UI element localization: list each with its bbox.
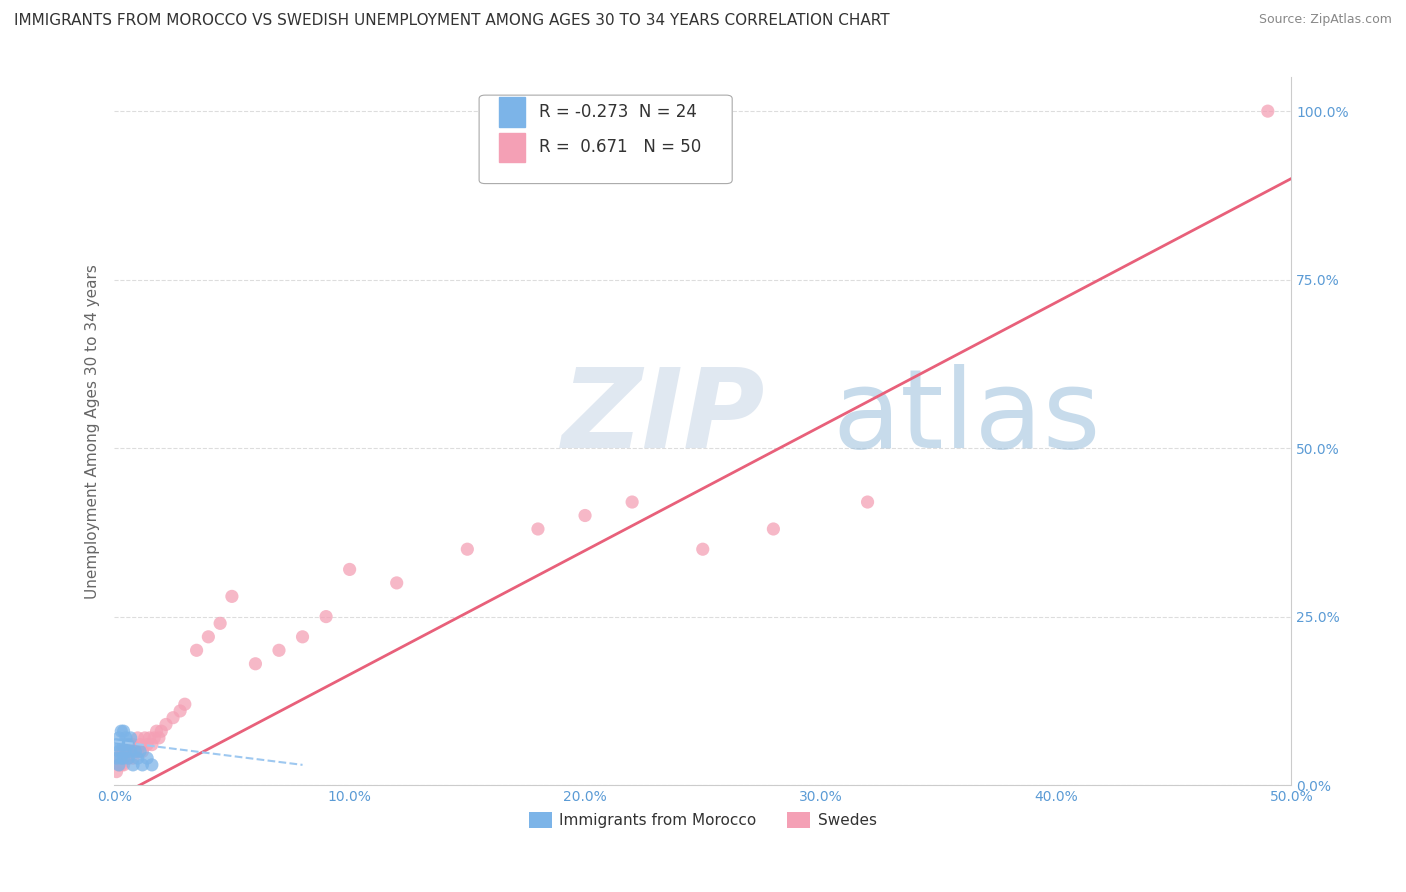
Point xyxy=(127,751,149,765)
FancyBboxPatch shape xyxy=(499,97,524,127)
Point xyxy=(105,764,128,779)
Point xyxy=(112,757,135,772)
Point xyxy=(115,751,138,765)
Point xyxy=(127,731,149,745)
Point xyxy=(117,751,139,765)
Point xyxy=(112,744,135,758)
Point xyxy=(105,751,128,765)
Point xyxy=(108,744,131,758)
Point xyxy=(291,630,314,644)
Point xyxy=(267,643,290,657)
Point xyxy=(339,562,361,576)
Point xyxy=(105,738,128,752)
Point xyxy=(117,744,139,758)
Point xyxy=(122,738,145,752)
Point xyxy=(315,609,337,624)
Text: ZIP: ZIP xyxy=(561,364,765,471)
Y-axis label: Unemployment Among Ages 30 to 34 years: Unemployment Among Ages 30 to 34 years xyxy=(86,264,100,599)
Point xyxy=(762,522,785,536)
Point xyxy=(131,744,153,758)
Point xyxy=(122,757,145,772)
Legend: Immigrants from Morocco, Swedes: Immigrants from Morocco, Swedes xyxy=(523,805,883,834)
Point xyxy=(221,590,243,604)
Point xyxy=(120,744,142,758)
Point xyxy=(131,757,153,772)
Point xyxy=(173,697,195,711)
Point xyxy=(120,731,142,745)
Point xyxy=(692,542,714,557)
Point xyxy=(141,757,163,772)
Point xyxy=(127,744,149,758)
Text: atlas: atlas xyxy=(832,364,1101,471)
FancyBboxPatch shape xyxy=(499,133,524,162)
Point xyxy=(245,657,267,671)
Point xyxy=(143,731,166,745)
Point xyxy=(621,495,644,509)
Point xyxy=(155,717,177,731)
Point xyxy=(209,616,232,631)
Point xyxy=(1257,104,1279,119)
Point xyxy=(110,751,132,765)
Point xyxy=(129,738,152,752)
Text: R = -0.273  N = 24: R = -0.273 N = 24 xyxy=(538,103,697,121)
Point xyxy=(110,744,132,758)
Point xyxy=(110,738,132,752)
Point xyxy=(108,731,131,745)
Point xyxy=(117,751,139,765)
Point xyxy=(120,744,142,758)
Text: IMMIGRANTS FROM MOROCCO VS SWEDISH UNEMPLOYMENT AMONG AGES 30 TO 34 YEARS CORREL: IMMIGRANTS FROM MOROCCO VS SWEDISH UNEMP… xyxy=(14,13,890,29)
Point xyxy=(124,744,146,758)
Point xyxy=(115,744,138,758)
Text: R =  0.671   N = 50: R = 0.671 N = 50 xyxy=(538,138,702,156)
FancyBboxPatch shape xyxy=(479,95,733,184)
Point xyxy=(574,508,596,523)
Point xyxy=(385,575,408,590)
Point xyxy=(108,751,131,765)
Point xyxy=(117,738,139,752)
Point xyxy=(162,711,184,725)
Point xyxy=(856,495,879,509)
Point xyxy=(112,751,135,765)
Point xyxy=(122,751,145,765)
Point xyxy=(110,757,132,772)
Text: Source: ZipAtlas.com: Source: ZipAtlas.com xyxy=(1258,13,1392,27)
Point xyxy=(197,630,219,644)
Point xyxy=(112,738,135,752)
Point xyxy=(186,643,208,657)
Point xyxy=(150,724,173,739)
Point xyxy=(134,731,156,745)
Point xyxy=(110,724,132,739)
Point xyxy=(145,724,167,739)
Point xyxy=(456,542,478,557)
Point xyxy=(141,738,163,752)
Point xyxy=(169,704,191,718)
Point xyxy=(120,738,142,752)
Point xyxy=(115,731,138,745)
Point xyxy=(136,751,159,765)
Point xyxy=(112,724,135,739)
Point xyxy=(124,744,146,758)
Point xyxy=(108,757,131,772)
Point xyxy=(527,522,550,536)
Point xyxy=(148,731,170,745)
Point xyxy=(136,738,159,752)
Point xyxy=(129,744,152,758)
Point xyxy=(115,738,138,752)
Point xyxy=(138,731,160,745)
Point xyxy=(108,757,131,772)
